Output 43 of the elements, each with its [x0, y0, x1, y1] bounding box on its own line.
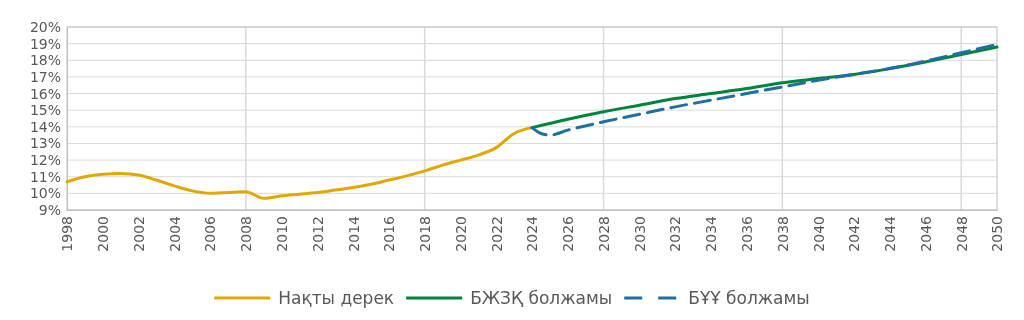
x-tick-label: 2034: [703, 215, 720, 252]
x-tick-label: 2022: [488, 216, 505, 252]
x-tick-label: 2016: [381, 215, 398, 252]
legend-label: БҰҰ болжамы: [688, 287, 810, 308]
x-tick-label: 2004: [166, 215, 183, 252]
y-tick-label: 12%: [29, 152, 61, 169]
x-tick-label: 2030: [631, 216, 648, 252]
x-tick-label: 2012: [309, 216, 326, 252]
x-tick-label: 2002: [130, 216, 147, 252]
legend-label: БЖЗҚ болжамы: [470, 287, 613, 308]
y-tick-label: 16%: [29, 85, 61, 102]
line-series: [65, 126, 534, 200]
y-tick-label: 19%: [29, 35, 61, 52]
legend-label: Нақты дерек: [278, 287, 395, 308]
x-tick-label: 2040: [810, 216, 827, 252]
x-tick-label: 2046: [917, 215, 934, 252]
x-tick-label: 2038: [774, 216, 791, 252]
x-tick-label: 2008: [238, 216, 255, 252]
y-tick-label: 10%: [29, 185, 61, 202]
x-tick-label: 2020: [452, 216, 469, 252]
x-tick-label: 2042: [846, 216, 863, 252]
x-tick-label: 2026: [560, 215, 577, 252]
x-tick-label: 2024: [524, 215, 541, 252]
x-tick-label: 2044: [882, 215, 899, 252]
x-tick-label: 1998: [59, 216, 76, 252]
y-tick-label: 14%: [29, 118, 61, 135]
x-tick-label: 2010: [274, 216, 291, 252]
y-tick-label: 17%: [29, 68, 61, 85]
x-tick-label: 2018: [417, 216, 434, 252]
x-tick-label: 2014: [345, 215, 362, 252]
x-tick-label: 2032: [667, 216, 684, 252]
y-tick-label: 15%: [29, 102, 61, 119]
y-tick-label: 9%: [38, 201, 61, 218]
y-tick-label: 13%: [29, 135, 61, 152]
x-tick-label: 2048: [953, 216, 970, 252]
x-tick-label: 2028: [595, 216, 612, 252]
y-tick-label: 11%: [29, 168, 61, 185]
y-tick-label: 20%: [29, 18, 61, 35]
x-tick-label: 2036: [739, 215, 756, 252]
x-tick-label: 2000: [95, 216, 112, 252]
y-tick-label: 18%: [29, 52, 61, 69]
x-tick-label: 2006: [202, 215, 219, 252]
x-tick-label: 2050: [989, 216, 1006, 252]
